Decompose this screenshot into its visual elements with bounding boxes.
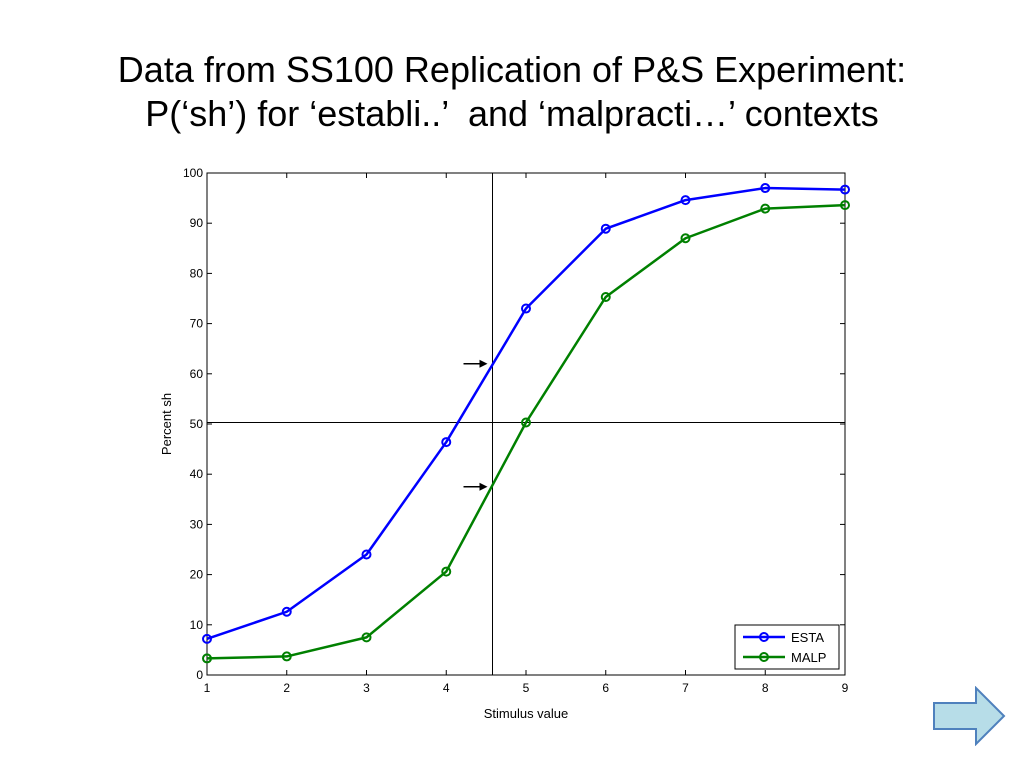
y-tick-label: 30 xyxy=(190,517,204,531)
data-point-malp xyxy=(760,203,771,214)
y-tick-label: 0 xyxy=(196,668,203,682)
annotation-arrow-head xyxy=(479,359,488,368)
right-arrow-icon xyxy=(933,686,1006,746)
y-tick-label: 100 xyxy=(183,166,203,180)
y-axis-title: Percent sh xyxy=(159,393,174,455)
x-tick-label: 4 xyxy=(443,681,450,695)
data-point-esta xyxy=(202,633,212,644)
title-line-1: Data from SS100 Replication of P&S Exper… xyxy=(117,49,907,90)
data-point-esta xyxy=(361,549,372,560)
data-point-malp xyxy=(600,291,611,302)
data-point-malp xyxy=(202,653,212,664)
y-tick-label: 40 xyxy=(190,467,204,481)
x-tick-label: 3 xyxy=(363,681,370,695)
legend: ESTA MALP xyxy=(734,624,840,670)
series-line-esta xyxy=(206,186,846,641)
data-point-esta xyxy=(521,303,531,314)
x-axis-title: Stimulus value xyxy=(484,706,569,721)
data-point-esta xyxy=(680,195,691,206)
y-tick-label: 90 xyxy=(190,216,204,230)
slide-title: Data from SS100 Replication of P&S Exper… xyxy=(0,48,1024,136)
x-tick-label: 6 xyxy=(602,681,609,695)
data-point-malp xyxy=(521,417,531,428)
data-point-malp xyxy=(840,200,850,211)
data-point-malp xyxy=(680,233,691,244)
data-point-malp xyxy=(441,566,452,577)
legend-label-esta: ESTA xyxy=(791,630,824,645)
x-tick-label: 1 xyxy=(204,681,211,695)
x-tick-label: 9 xyxy=(842,681,849,695)
series-line-malp xyxy=(206,203,846,660)
legend-swatch-marker xyxy=(759,632,769,642)
next-slide-button[interactable] xyxy=(932,686,1006,746)
y-tick-label: 80 xyxy=(190,266,204,280)
y-tick-label: 50 xyxy=(190,417,204,431)
legend-label-malp: MALP xyxy=(791,650,826,665)
x-tick-label: 8 xyxy=(762,681,769,695)
data-point-malp xyxy=(361,632,372,643)
annotation-arrow-head xyxy=(479,482,488,491)
y-tick-label: 70 xyxy=(190,317,204,331)
title-line-2: P(‘sh’) for ‘establi..’ and ‘malpracti…’… xyxy=(145,93,879,134)
x-tick-label: 5 xyxy=(523,681,530,695)
data-point-esta xyxy=(281,606,292,617)
data-point-malp xyxy=(281,651,292,662)
data-point-esta xyxy=(760,183,771,194)
x-tick-label: 2 xyxy=(283,681,290,695)
data-point-esta xyxy=(441,437,452,448)
legend-swatch-marker xyxy=(759,652,769,662)
data-point-esta xyxy=(840,184,850,195)
x-tick-label: 7 xyxy=(682,681,689,695)
y-tick-label: 10 xyxy=(190,618,204,632)
data-point-esta xyxy=(600,223,611,234)
y-tick-label: 60 xyxy=(190,367,204,381)
y-tick-label: 20 xyxy=(190,568,204,582)
legend-box xyxy=(734,624,840,670)
